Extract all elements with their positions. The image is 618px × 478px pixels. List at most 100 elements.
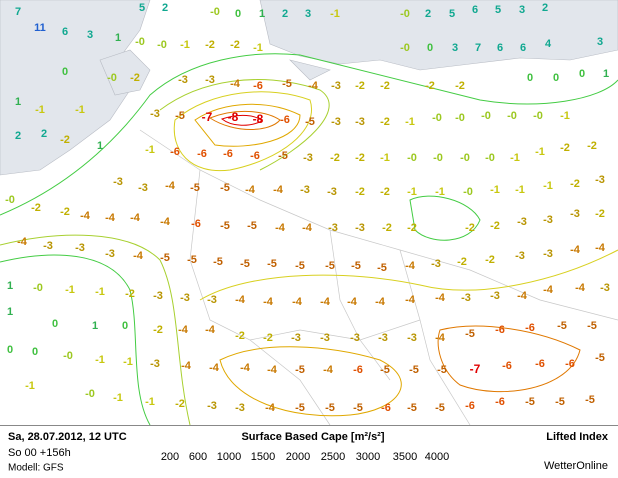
- index-label: -4: [308, 80, 319, 92]
- index-label: -3: [300, 184, 310, 196]
- index-label: -6: [565, 358, 575, 370]
- lifted-index-labels: 711 6 3 15 2 -0 0 1 2 3 -1 -0 2 5 6 5 3 2-0 -0 -1 -2 -2 -1 -0 0 3…: [5, 2, 610, 414]
- index-label: 2: [282, 8, 288, 20]
- index-label: -6: [502, 360, 512, 372]
- index-label: -3: [331, 116, 341, 128]
- index-label: -6: [197, 148, 207, 160]
- index-label: -0: [63, 350, 73, 362]
- index-label: -3: [205, 74, 215, 86]
- index-label: -3: [355, 116, 365, 128]
- index-label: 0: [527, 72, 533, 84]
- index-label: -3: [291, 332, 301, 344]
- index-label: -3: [543, 214, 553, 226]
- index-label: -2: [560, 142, 570, 154]
- contours: [0, 53, 618, 426]
- index-label: 5: [139, 2, 145, 14]
- index-label: -0: [210, 6, 220, 18]
- index-label: -4: [178, 324, 189, 336]
- index-label: -5: [267, 258, 277, 270]
- index-label: -3: [303, 152, 313, 164]
- index-label: -3: [153, 290, 163, 302]
- index-label: -2: [485, 254, 495, 266]
- index-label: -2: [125, 288, 135, 300]
- index-label: -2: [380, 80, 390, 92]
- index-label: -0: [407, 152, 417, 164]
- index-label: -3: [515, 250, 525, 262]
- index-label: 0: [32, 346, 38, 358]
- index-label: 1: [603, 68, 609, 80]
- index-label: -0: [5, 194, 15, 206]
- index-label: -3: [407, 332, 417, 344]
- legend-level: 2500: [321, 451, 345, 463]
- index-label: -4: [17, 236, 28, 248]
- index-label: -2: [175, 398, 185, 410]
- index-label: 4: [545, 38, 552, 50]
- index-label: -3: [105, 248, 115, 260]
- index-label: -3: [350, 332, 360, 344]
- index-label: 7: [475, 42, 481, 54]
- index-label: -2: [595, 208, 605, 220]
- index-label: -7: [202, 110, 213, 124]
- index-label: -6: [525, 322, 535, 334]
- index-label: -1: [65, 284, 75, 296]
- index-label: -2: [355, 186, 365, 198]
- index-label: -4: [570, 244, 581, 256]
- index-label: -5: [351, 260, 361, 272]
- index-label: -3: [431, 258, 441, 270]
- index-label: -4: [205, 324, 216, 336]
- index-label: -4: [273, 184, 284, 196]
- index-label: -4: [347, 296, 358, 308]
- index-label: -1: [543, 180, 553, 192]
- model: Modell: GFS: [8, 463, 64, 474]
- run: So 00 +156h: [8, 447, 71, 459]
- index-label: -3: [113, 176, 123, 188]
- index-label: -2: [587, 140, 597, 152]
- brand: WetterOnline: [544, 460, 608, 472]
- index-label: -4: [323, 364, 334, 376]
- index-label: -4: [517, 290, 528, 302]
- legend-level: 1500: [251, 451, 275, 463]
- index-label: -5: [305, 116, 315, 128]
- index-label: -5: [278, 150, 288, 162]
- index-label: -2: [355, 152, 365, 164]
- index-label: 5: [449, 8, 455, 20]
- index-label: -0: [433, 152, 443, 164]
- index-label: -6: [353, 364, 363, 376]
- index-label: -5: [187, 254, 197, 266]
- index-label: -1: [435, 186, 445, 198]
- index-label: -4: [405, 294, 416, 306]
- index-label: 3: [87, 29, 93, 41]
- index-label: -3: [461, 292, 471, 304]
- index-label: 5: [495, 4, 501, 16]
- index-label: -4: [230, 78, 241, 90]
- index-label: -5: [465, 328, 475, 340]
- index-label: -2: [153, 324, 163, 336]
- index-label: 3: [452, 42, 458, 54]
- index-label: -3: [327, 186, 337, 198]
- index-label: -1: [490, 184, 500, 196]
- index-label: -0: [455, 112, 465, 124]
- index-label: -2: [330, 152, 340, 164]
- footer-background: [0, 425, 618, 478]
- index-label: -1: [25, 380, 35, 392]
- index-label: -5: [160, 252, 170, 264]
- index-label: -2: [455, 80, 465, 92]
- legend-level: 1000: [217, 451, 241, 463]
- index-label: 6: [62, 26, 68, 38]
- index-label: -5: [380, 364, 390, 376]
- index-title: Lifted Index: [546, 431, 609, 443]
- index-label: -3: [235, 402, 245, 414]
- index-label: -6: [250, 150, 260, 162]
- index-label: 2: [41, 128, 47, 140]
- index-label: -1: [95, 354, 105, 366]
- index-label: -4: [302, 222, 313, 234]
- index-label: -6: [280, 114, 290, 126]
- index-label: -5: [247, 220, 257, 232]
- index-label: -1: [180, 39, 190, 51]
- index-label: 7: [15, 6, 21, 18]
- index-label: -1: [145, 396, 155, 408]
- index-label: -2: [407, 222, 417, 234]
- footer: Sa, 28.07.2012, 12 UTC So 00 +156h Model…: [0, 425, 618, 478]
- index-label: 1: [92, 320, 98, 332]
- index-label: -5: [240, 258, 250, 270]
